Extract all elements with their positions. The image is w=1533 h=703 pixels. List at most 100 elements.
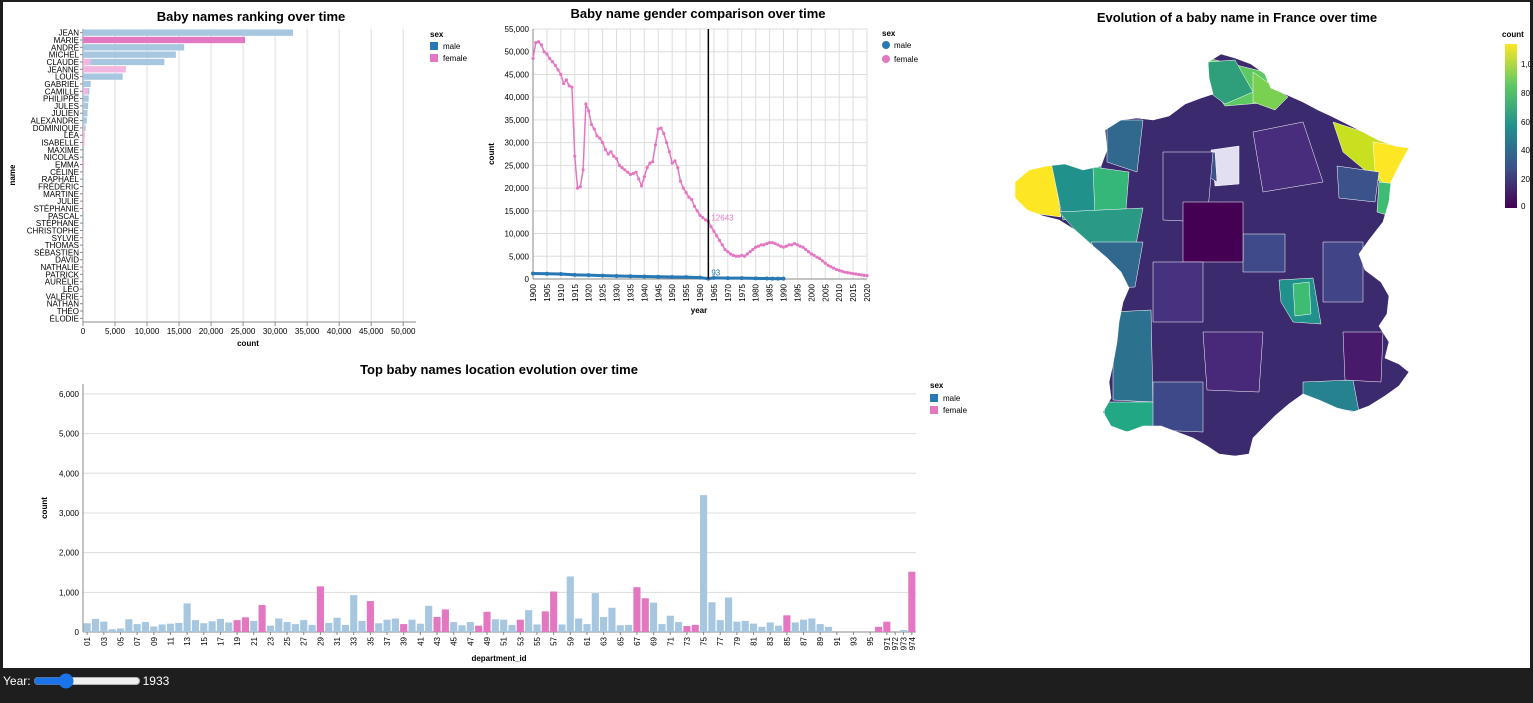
department-bar[interactable] [508,624,516,632]
department-bar[interactable] [191,620,200,632]
gender-point-female[interactable] [695,209,699,213]
department-bar[interactable] [550,591,558,632]
gender-point-male[interactable] [531,271,535,276]
ranking-bar-male[interactable] [83,183,84,190]
gender-point-female[interactable] [848,271,852,275]
department-bar[interactable] [375,623,383,632]
department-bar[interactable] [750,623,758,632]
gender-point-female[interactable] [639,184,644,188]
department-bar[interactable] [316,586,324,632]
department-bar[interactable] [108,629,116,632]
gender-point-female[interactable] [562,81,566,86]
ranking-bar-male[interactable] [83,227,84,234]
department-bar[interactable] [566,576,574,632]
gender-point-female[interactable] [779,244,783,248]
gender-point-female[interactable] [678,179,683,183]
gender-point-female[interactable] [759,243,763,247]
department-bar[interactable] [175,622,183,632]
map-department-region[interactable] [1342,331,1384,383]
ranking-bar-male[interactable] [83,80,91,88]
gender-point-female[interactable] [653,143,658,147]
department-bar[interactable] [633,587,641,632]
gender-point-female[interactable] [570,85,574,89]
gender-point-male[interactable] [711,275,716,280]
gender-point-female[interactable] [589,122,594,127]
gender-point-female[interactable] [631,171,635,176]
gender-point-female[interactable] [545,52,549,56]
gender-point-female[interactable] [690,197,694,202]
department-bar[interactable] [233,620,241,632]
department-bar[interactable] [141,622,150,632]
department-bar[interactable] [391,618,399,632]
department-bar[interactable] [491,619,499,632]
department-bar[interactable] [125,619,133,632]
gender-point-female[interactable] [765,241,769,246]
gender-point-male[interactable] [656,274,661,279]
department-bar[interactable] [483,611,491,632]
ranking-bar-male[interactable] [83,58,165,66]
gender-point-female[interactable] [534,41,538,45]
department-bar[interactable] [658,624,666,632]
ranking-bar-male[interactable] [83,29,294,36]
gender-point-female[interactable] [656,127,660,131]
department-bar[interactable] [758,626,766,632]
department-bar[interactable] [466,622,474,632]
gender-point-female[interactable] [687,195,691,199]
gender-point-female[interactable] [659,126,663,130]
gender-point-female[interactable] [823,261,827,265]
department-bar[interactable] [408,619,416,632]
gender-point-female[interactable] [609,150,613,154]
gender-point-male[interactable] [770,276,775,281]
gender-point-female[interactable] [781,245,786,249]
map-department-region[interactable] [1090,241,1144,289]
department-bar[interactable] [100,621,108,632]
ranking-bar-female[interactable] [83,234,84,241]
department-bar[interactable] [133,624,141,632]
gender-point-female[interactable] [598,136,602,140]
ranking-bar-female[interactable] [83,168,84,175]
gender-point-female[interactable] [809,252,813,256]
department-bar[interactable] [741,620,749,632]
department-bar[interactable] [325,622,333,632]
gender-point-female[interactable] [587,109,591,113]
department-bar[interactable] [616,625,624,632]
map-department-region[interactable] [1152,261,1204,323]
gender-point-female[interactable] [731,253,736,257]
ranking-bar-male[interactable] [83,219,84,227]
ranking-bar-female[interactable] [83,263,84,271]
gender-point-female[interactable] [737,254,741,258]
map-department-region[interactable] [1152,381,1204,433]
map-department-region[interactable] [1376,181,1398,218]
gender-point-male[interactable] [614,274,619,279]
gender-point-male[interactable] [572,272,577,277]
gender-point-female[interactable] [651,160,655,164]
department-bar[interactable] [91,618,100,632]
ranking-bar-male[interactable] [83,176,84,183]
gender-point-female[interactable] [600,141,605,145]
gender-point-female[interactable] [745,252,749,256]
department-bar[interactable] [350,595,358,632]
gender-point-female[interactable] [676,166,680,170]
department-bar[interactable] [283,622,291,632]
gender-point-female[interactable] [726,250,730,254]
gender-point-female[interactable] [734,254,738,258]
department-bar[interactable] [400,624,408,632]
gender-point-female[interactable] [767,241,772,245]
department-bar[interactable] [458,625,466,632]
department-bar[interactable] [225,622,233,632]
department-bar[interactable] [425,605,433,632]
gender-point-female[interactable] [673,159,677,163]
gender-point-female[interactable] [559,72,563,77]
gender-legend[interactable]: sex male female [882,29,919,64]
gender-point-female[interactable] [592,127,596,131]
gender-point-female[interactable] [723,247,727,252]
department-bar[interactable] [791,622,799,632]
ranking-bar-female[interactable] [83,58,91,66]
gender-point-female[interactable] [834,267,838,272]
department-bar[interactable] [650,602,658,632]
department-bar[interactable] [300,620,308,632]
gender-point-female[interactable] [614,156,619,161]
department-bar[interactable] [899,630,908,632]
ranking-bar-male[interactable] [83,44,185,51]
ranking-bar-male[interactable] [83,110,88,117]
